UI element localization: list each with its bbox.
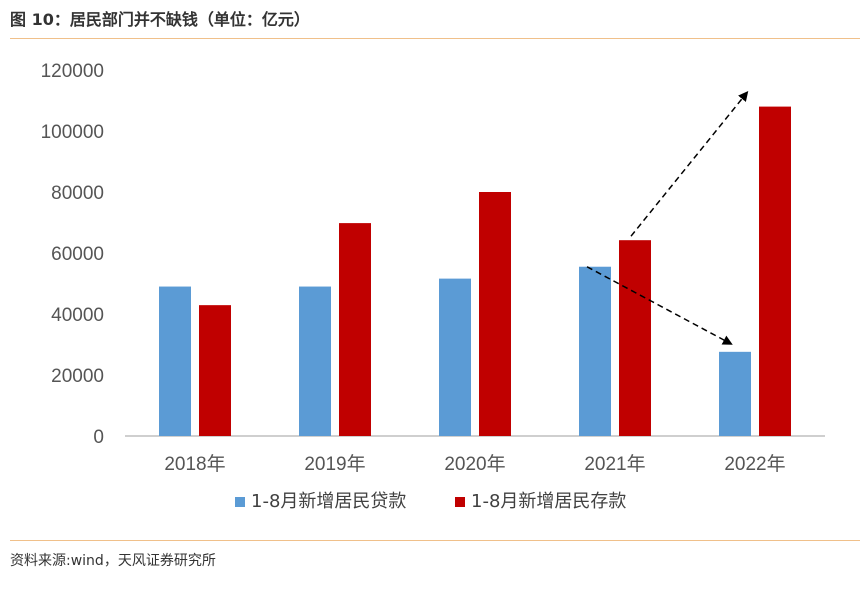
y-tick-label: 60000 xyxy=(51,244,104,265)
y-tick-label: 40000 xyxy=(51,305,104,326)
bar-deposits xyxy=(619,240,651,436)
bar-loans xyxy=(159,286,191,436)
figure-title: 图 10：居民部门并不缺钱（单位：亿元） xyxy=(10,10,310,29)
bar-deposits xyxy=(199,305,231,436)
legend-label: 1-8月新增居民存款 xyxy=(471,491,626,512)
title-divider xyxy=(10,38,860,39)
bar-deposits xyxy=(479,192,511,436)
bars xyxy=(159,106,791,436)
x-tick-label: 2018年 xyxy=(164,453,225,475)
bar-loans xyxy=(299,286,331,436)
legend-swatch xyxy=(235,497,245,507)
legend-label: 1-8月新增居民贷款 xyxy=(251,491,406,512)
y-axis-ticks: 0 20000 40000 60000 80000 100000 120000 xyxy=(41,61,104,448)
x-tick-label: 2020年 xyxy=(444,453,505,475)
y-tick-label: 120000 xyxy=(41,61,104,82)
x-axis-ticks: 2018年 2019年 2020年 2021年 2022年 xyxy=(164,453,785,475)
deposit-trend-arrow xyxy=(630,91,749,237)
bar-loans xyxy=(719,351,751,436)
y-tick-label: 80000 xyxy=(51,183,104,204)
legend-swatch xyxy=(455,497,465,507)
annotation-arrows xyxy=(586,91,749,345)
chart-legend: 1-8月新增居民贷款 1-8月新增居民存款 xyxy=(235,491,626,512)
y-tick-label: 0 xyxy=(93,427,104,448)
x-tick-label: 2019年 xyxy=(304,453,365,475)
bar-deposits xyxy=(339,223,371,436)
y-tick-label: 100000 xyxy=(41,122,104,143)
bar-deposits xyxy=(759,106,791,436)
source-note: 资料来源:wind，天风证券研究所 xyxy=(10,553,216,569)
bar-loans xyxy=(439,278,471,436)
x-tick-label: 2021年 xyxy=(584,453,645,475)
y-tick-label: 20000 xyxy=(51,366,104,387)
source-divider xyxy=(10,540,860,541)
bar-loans xyxy=(579,266,611,436)
loan-trend-arrow xyxy=(586,266,733,345)
x-tick-label: 2022年 xyxy=(724,453,785,475)
